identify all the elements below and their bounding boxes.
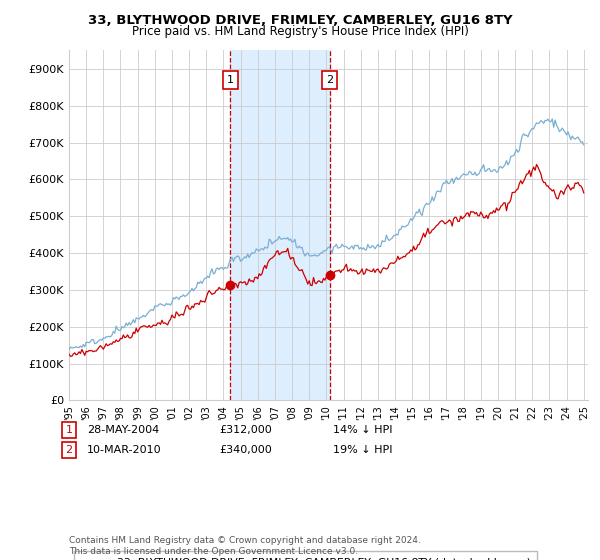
Legend: 33, BLYTHWOOD DRIVE, FRIMLEY, CAMBERLEY, GU16 8TY (detached house), HPI: Average: 33, BLYTHWOOD DRIVE, FRIMLEY, CAMBERLEY,… (74, 551, 537, 560)
Text: 2: 2 (326, 75, 333, 85)
Text: Price paid vs. HM Land Registry's House Price Index (HPI): Price paid vs. HM Land Registry's House … (131, 25, 469, 38)
Text: 1: 1 (227, 75, 234, 85)
Text: 28-MAY-2004: 28-MAY-2004 (87, 425, 159, 435)
Text: 33, BLYTHWOOD DRIVE, FRIMLEY, CAMBERLEY, GU16 8TY: 33, BLYTHWOOD DRIVE, FRIMLEY, CAMBERLEY,… (88, 14, 512, 27)
Text: £340,000: £340,000 (219, 445, 272, 455)
Text: 19% ↓ HPI: 19% ↓ HPI (333, 445, 392, 455)
Text: 1: 1 (65, 425, 73, 435)
Text: 14% ↓ HPI: 14% ↓ HPI (333, 425, 392, 435)
Text: Contains HM Land Registry data © Crown copyright and database right 2024.
This d: Contains HM Land Registry data © Crown c… (69, 536, 421, 556)
Text: £312,000: £312,000 (219, 425, 272, 435)
Text: 2: 2 (65, 445, 73, 455)
Bar (230, 50, 329, 400)
Text: 10-MAR-2010: 10-MAR-2010 (87, 445, 161, 455)
